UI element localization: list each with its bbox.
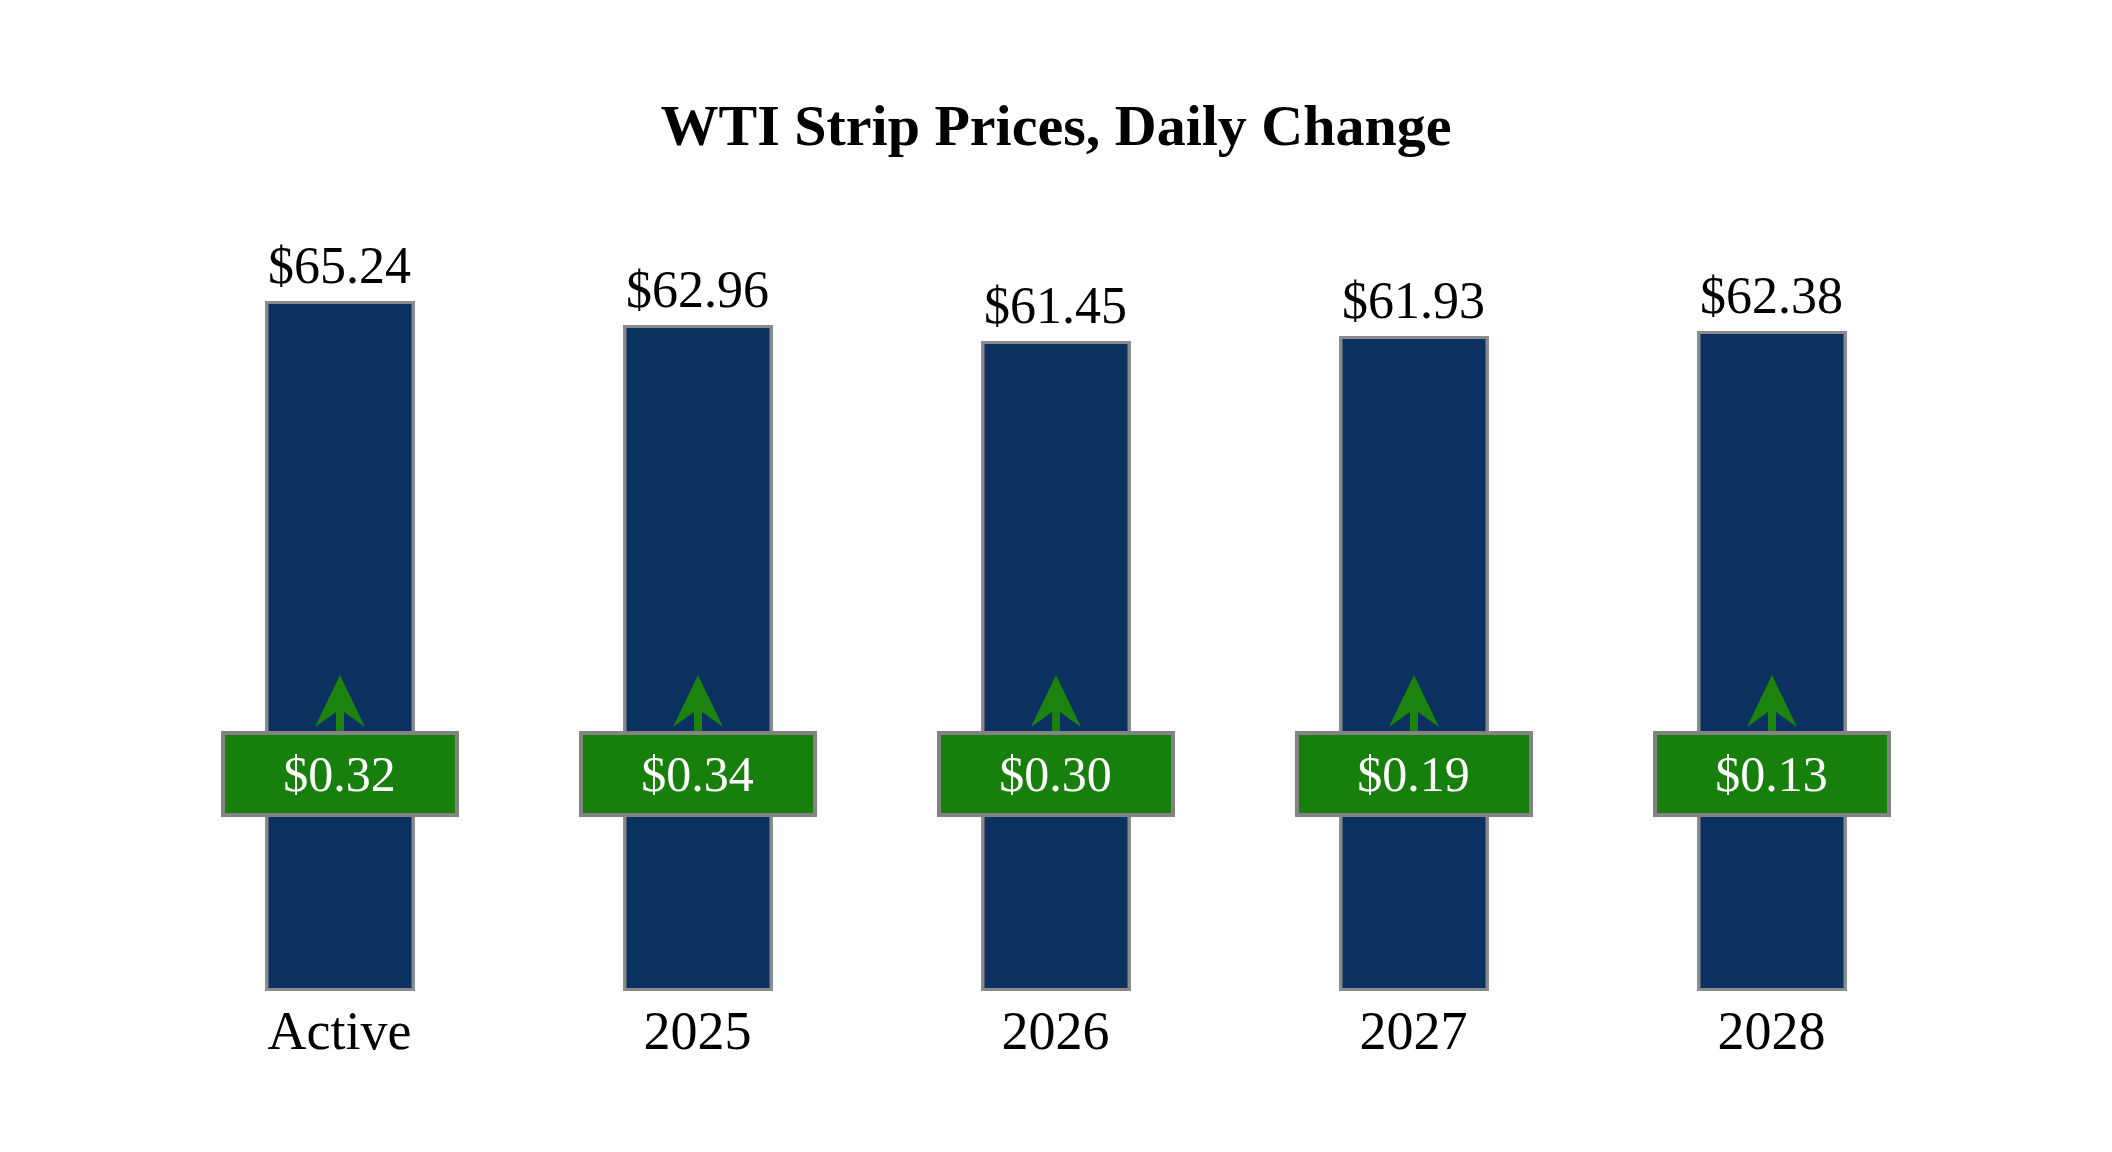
price-label: $65.24: [190, 239, 490, 294]
category-label: 2025: [548, 1003, 848, 1060]
category-label: 2026: [906, 1003, 1206, 1060]
up-arrow-icon: [671, 675, 725, 731]
bar-group: $62.96 $0.34 2025: [548, 0, 848, 1152]
price-bar: [623, 325, 772, 991]
price-label: $61.93: [1264, 274, 1564, 329]
daily-change-badge: $0.13: [1653, 731, 1891, 817]
bar-group: $61.93 $0.19 2027: [1264, 0, 1564, 1152]
price-label: $62.38: [1622, 269, 1922, 324]
price-label: $61.45: [906, 279, 1206, 334]
daily-change-badge: $0.32: [221, 731, 459, 817]
daily-change-badge: $0.34: [579, 731, 817, 817]
up-arrow-icon: [313, 675, 367, 731]
bar-group: $61.45 $0.30 2026: [906, 0, 1206, 1152]
category-label: 2028: [1622, 1003, 1922, 1060]
price-bar: [1697, 331, 1846, 991]
price-bar: [981, 341, 1130, 991]
daily-change-badge: $0.30: [937, 731, 1175, 817]
daily-change-badge: $0.19: [1295, 731, 1533, 817]
price-label: $62.96: [548, 263, 848, 318]
up-arrow-icon: [1745, 675, 1799, 731]
up-arrow-icon: [1029, 675, 1083, 731]
price-bar: [265, 301, 414, 991]
bar-group: $62.38 $0.13 2028: [1622, 0, 1922, 1152]
category-label: 2027: [1264, 1003, 1564, 1060]
up-arrow-icon: [1387, 675, 1441, 731]
category-label: Active: [190, 1003, 490, 1060]
price-bar: [1339, 336, 1488, 991]
bar-group: $65.24 $0.32 Active: [190, 0, 490, 1152]
chart-canvas: WTI Strip Prices, Daily Change $65.24$0.…: [0, 0, 2112, 1152]
